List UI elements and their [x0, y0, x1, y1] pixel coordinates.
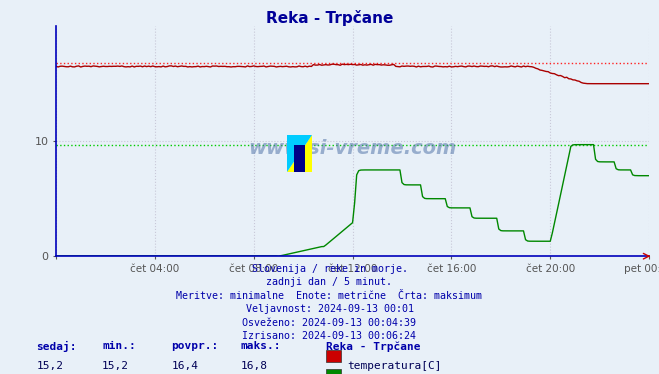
Text: temperatura[C]: temperatura[C] [347, 361, 442, 371]
Text: Reka - Trpčane: Reka - Trpčane [266, 10, 393, 27]
Text: 16,8: 16,8 [241, 361, 268, 371]
Text: 15,2: 15,2 [36, 361, 63, 371]
Polygon shape [287, 135, 312, 172]
Polygon shape [287, 135, 312, 172]
Text: min.:: min.: [102, 341, 136, 352]
Text: zadnji dan / 5 minut.: zadnji dan / 5 minut. [266, 277, 393, 287]
Text: Reka - Trpčane: Reka - Trpčane [326, 341, 420, 352]
Text: sedaj:: sedaj: [36, 341, 76, 352]
Bar [294, 145, 304, 172]
Text: maks.:: maks.: [241, 341, 281, 352]
Text: Veljavnost: 2024-09-13 00:01: Veljavnost: 2024-09-13 00:01 [246, 304, 413, 314]
Text: 15,2: 15,2 [102, 361, 129, 371]
Text: www.si-vreme.com: www.si-vreme.com [248, 139, 457, 157]
Text: 16,4: 16,4 [171, 361, 198, 371]
Text: Slovenija / reke in morje.: Slovenija / reke in morje. [252, 264, 407, 274]
Text: Izrisano: 2024-09-13 00:06:24: Izrisano: 2024-09-13 00:06:24 [243, 331, 416, 341]
Text: Meritve: minimalne  Enote: metrične  Črta: maksimum: Meritve: minimalne Enote: metrične Črta:… [177, 291, 482, 301]
Text: povpr.:: povpr.: [171, 341, 219, 352]
Text: Osveženo: 2024-09-13 00:04:39: Osveženo: 2024-09-13 00:04:39 [243, 318, 416, 328]
